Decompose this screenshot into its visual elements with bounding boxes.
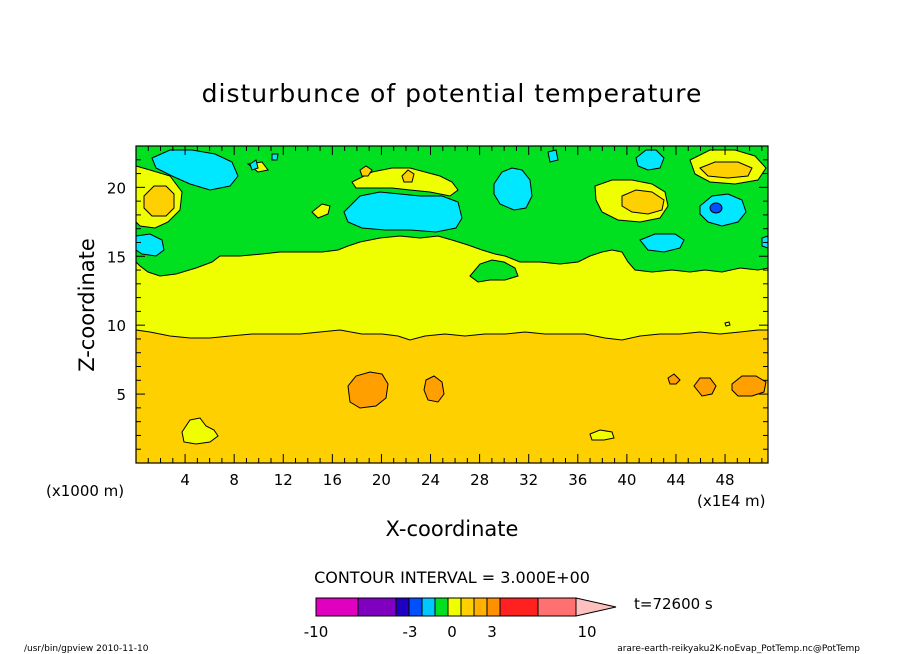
colorbar-swatch [421,597,436,617]
green-blob [469,259,519,283]
x-unit-left: (x1000 m) [46,482,124,500]
deep-orange-blob [693,377,717,397]
colorbar-swatch [357,597,397,617]
colorbar-label: -10 [304,623,329,641]
colorbar-swatch [499,597,539,617]
y-tick-labels: 5 10 15 20 [107,179,126,404]
cyan-region [271,153,279,161]
cyan-region [343,191,463,233]
cyan-region [547,149,559,163]
x-axis-label: X-coordinate [386,517,519,541]
colorbar-swatch [460,597,475,617]
orange-blob [143,185,175,217]
colorbar-swatch [537,597,577,617]
footer-left: /usr/bin/gpview 2010-11-10 [24,644,149,654]
x-tick-label: 36 [568,471,587,489]
yellow-blob [724,321,731,327]
plot-frame [135,145,769,464]
cyan-region [151,149,239,191]
x-tick-label: 4 [180,471,190,489]
colorbar-swatch [395,597,410,617]
cyan-region [493,167,533,211]
colorbar-arrow [575,597,617,617]
x-tick-label: 20 [372,471,391,489]
orange-blob [359,165,373,177]
orange-blob [621,189,665,215]
colorbar-swatch [447,597,462,617]
x-tick-label: 12 [274,471,293,489]
colorbar-swatch [434,597,449,617]
plot-area [135,145,769,464]
orange-blob [699,161,753,179]
contour-interval-label: CONTOUR INTERVAL = 3.000E+00 [314,568,590,587]
x-tick-label: 8 [229,471,239,489]
x-tick-label: 32 [519,471,538,489]
colorbar-label: 0 [447,623,457,641]
colorbar-label: 10 [577,623,596,641]
colorbar [315,597,617,617]
time-label: t=72600 s [634,595,713,613]
tick-marks [136,146,768,463]
cyan-region [135,233,165,257]
x-tick-label: 24 [421,471,440,489]
x-unit-right: (x1E4 m) [697,492,766,510]
x-tick-label: 40 [617,471,636,489]
footer-right: arare-earth-reikyaku2K-noEvap_PotTemp.nc… [617,644,860,654]
orange-blob [401,169,415,183]
colorbar-swatch [408,597,423,617]
x-tick-label: 28 [470,471,489,489]
colorbar-swatch [473,597,488,617]
colorbar-labels: -10 -3 0 3 10 [304,623,597,641]
cyan-region [635,149,665,171]
deep-orange-blob [667,373,681,385]
colorbar-swatch [315,597,359,617]
lower-layer-region [135,329,769,464]
yellow-blob [589,429,615,441]
x-tick-label: 16 [323,471,342,489]
blue-core [709,202,723,214]
y-axis-label: Z-coordinate [75,238,99,372]
colorbar-label: 3 [487,623,497,641]
cyan-region [249,159,259,171]
chart-title: disturbunce of potential temperature [202,79,703,108]
y-tick-label: 15 [107,248,126,266]
cyan-region [699,193,747,227]
y-tick-label: 5 [116,386,126,404]
colorbar-label: -3 [403,623,418,641]
y-tick-label: 10 [107,317,126,335]
y-tick-label: 20 [107,179,126,197]
x-tick-label: 48 [716,471,735,489]
colorbar-swatch [486,597,501,617]
deep-orange-blob [731,375,767,397]
cyan-region [639,233,685,253]
deep-orange-blob [423,375,445,403]
x-tick-labels: 4 8 12 16 20 24 28 32 36 40 44 48 [180,471,734,489]
yellow-hole [311,203,331,219]
deep-orange-blob [347,371,389,409]
x-tick-label: 44 [666,471,685,489]
yellow-blob [181,417,219,445]
